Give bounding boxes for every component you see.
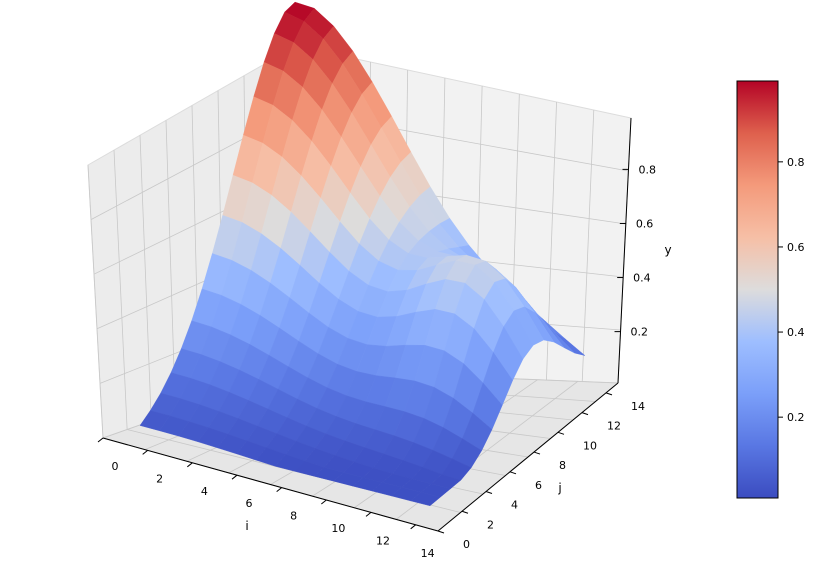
colorbar-tick-label: 0.6 — [787, 241, 805, 254]
y-tick — [557, 431, 565, 435]
colorbar-tick-label: 0.4 — [787, 326, 805, 339]
x-tick-label: 10 — [331, 522, 345, 535]
y-tick-label: 8 — [559, 459, 566, 472]
z-tick-label: 0.4 — [633, 272, 651, 285]
y-tick — [605, 392, 613, 396]
surface-face — [410, 492, 441, 507]
y-axis-line — [617, 117, 632, 384]
z-tick-label: 0.6 — [636, 217, 654, 230]
ylabel: j — [557, 481, 561, 495]
y-tick — [533, 451, 541, 455]
axis-lines — [102, 117, 632, 532]
y-tick — [509, 471, 517, 475]
zlabel: y — [664, 243, 671, 257]
x-tick — [276, 487, 282, 492]
gridline — [87, 164, 104, 439]
y-tick-label: 12 — [607, 420, 621, 433]
x-tick — [142, 450, 148, 455]
colorbar-gradient — [736, 80, 779, 499]
x-tick — [321, 499, 327, 505]
x-tick — [187, 462, 193, 468]
xlabel: i — [245, 519, 248, 533]
x-tick-label: 14 — [421, 547, 435, 560]
y-tick — [461, 510, 469, 514]
y-tick-label: 2 — [487, 518, 494, 531]
x-tick-label: 12 — [376, 534, 390, 547]
x-tick-label: 6 — [246, 497, 253, 510]
z-tick-label: 0.2 — [631, 326, 649, 339]
ticks: 0 2 4 6 8 10 12 14 0 2 4 6 8 10 12 14 0.2 0.4 0.6 0.8 — [97, 163, 656, 560]
gridline — [165, 120, 176, 413]
i-axis-line — [102, 437, 439, 532]
x-tick — [365, 512, 372, 517]
y-tick-label: 0 — [463, 538, 470, 551]
x-tick-label: 2 — [156, 472, 163, 485]
gridline — [113, 150, 128, 430]
colorbar-ticks: 0.2 0.4 0.6 0.8 — [778, 156, 805, 424]
y-tick-label: 4 — [511, 499, 518, 512]
z-tick-label: 0.8 — [638, 163, 656, 176]
y-tick-label: 10 — [583, 439, 597, 452]
x-tick-label: 8 — [290, 510, 297, 523]
y-tick-label: 14 — [631, 400, 645, 413]
y-tick — [485, 491, 493, 495]
surface-plot — [139, 1, 586, 507]
x-tick-label: 0 — [112, 460, 119, 473]
x-tick — [97, 437, 104, 443]
y-tick-label: 6 — [535, 479, 542, 492]
x-tick-label: 4 — [201, 485, 208, 498]
colorbar: 0.2 0.4 0.6 0.8 — [736, 80, 805, 499]
gridline — [581, 109, 595, 382]
x-tick — [410, 524, 416, 530]
colorbar-tick-label: 0.2 — [787, 411, 805, 424]
j-axis-line — [437, 382, 619, 532]
x-tick — [231, 474, 238, 480]
y-tick — [437, 530, 445, 534]
y-tick — [581, 412, 589, 416]
gridline — [139, 135, 152, 422]
colorbar-tick-label: 0.8 — [787, 156, 805, 169]
